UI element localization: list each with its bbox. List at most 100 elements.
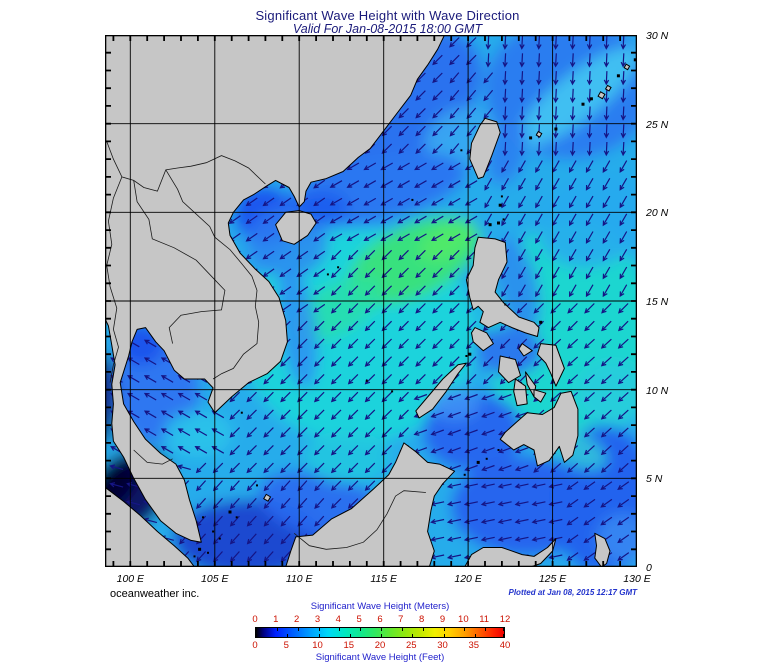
island-dot	[604, 84, 612, 92]
colorbar-tick	[503, 628, 504, 631]
land-polygon	[105, 35, 445, 543]
island-dot	[465, 355, 468, 357]
country-border	[106, 176, 123, 383]
island-dot	[463, 473, 466, 476]
colorbar-value-label: 3	[314, 614, 321, 625]
land-polygon	[533, 389, 547, 403]
island-dot	[476, 460, 480, 464]
colorbar-value-label: 30	[437, 640, 448, 651]
lat-tick-label: 20 N	[646, 207, 669, 220]
page-title: Significant Wave Height with Wave Direct…	[255, 8, 520, 23]
lon-tick-label: 105 E	[201, 573, 229, 585]
island-dot	[633, 58, 637, 62]
island-dot	[198, 547, 202, 551]
colorbar-value-label: 12	[499, 614, 511, 625]
colorbar-tick	[464, 628, 466, 631]
oceanweather-credit: oceanweather inc.	[110, 588, 200, 600]
island-dot	[468, 352, 472, 356]
colorbar-title-meters: Significant Wave Height (Meters)	[310, 601, 450, 612]
land-polygon	[105, 486, 195, 567]
land-polygon	[471, 327, 494, 352]
lon-tick-label: 120 E	[454, 573, 482, 585]
island-dot	[337, 266, 340, 269]
island-dot	[263, 493, 272, 502]
colorbar-value-label: 10	[458, 614, 469, 625]
island-dot	[554, 127, 558, 131]
colorbar-value-label: 20	[374, 640, 386, 651]
colorbar-value-label: 25	[405, 640, 417, 651]
lat-tick-label: 10 N	[646, 384, 669, 397]
colorbar-gradient	[255, 627, 505, 638]
colorbar-tick	[474, 634, 476, 637]
lon-tick-label: 110 E	[285, 573, 313, 585]
island-dot	[460, 149, 463, 152]
land-polygon	[536, 343, 565, 387]
colorbar-tick	[339, 628, 341, 631]
colorbar-tick	[349, 634, 351, 637]
colorbar-value-label: 0	[252, 614, 258, 625]
colorbar-value-label: 6	[377, 614, 383, 625]
island-dot	[218, 537, 221, 540]
island-dot	[485, 457, 488, 460]
colorbar-value-label: 15	[343, 640, 355, 651]
island-dot	[497, 221, 500, 225]
colorbar-value-label: 40	[499, 640, 511, 651]
country-border	[133, 180, 226, 344]
colorbar-tick	[318, 634, 320, 637]
colorbar-value-label: 11	[479, 614, 490, 625]
land-polygon	[518, 343, 533, 357]
lat-tick-label: 0	[646, 562, 652, 574]
island-dot	[240, 411, 243, 414]
colorbar-value-label: 4	[335, 614, 341, 625]
plotted-timestamp: Plotted at Jan 08, 2015 12:17 GMT	[508, 588, 638, 597]
island-dot	[581, 102, 585, 106]
colorbar-tick	[485, 628, 487, 631]
island-dot	[411, 198, 414, 201]
colorbar-tick	[401, 628, 403, 631]
land-polygon	[275, 210, 317, 245]
land-polygon	[464, 538, 557, 567]
land-polygon	[465, 236, 540, 337]
lon-tick-label: 125 E	[538, 573, 567, 585]
island-dot	[504, 303, 507, 306]
colorbar-value-label: 9	[439, 614, 446, 625]
land-polygon	[415, 362, 467, 419]
land-polygon	[498, 355, 521, 384]
island-dot	[228, 510, 232, 514]
colorbar-tick	[443, 634, 445, 637]
island-dot	[529, 136, 533, 140]
island-dot	[623, 63, 631, 71]
valid-time-subtitle: Valid For Jan-08-2015 18:00 GMT	[292, 22, 483, 36]
island-dot	[539, 320, 543, 324]
lon-tick-label: 100 E	[116, 573, 145, 585]
land-polygon	[499, 390, 579, 467]
island-dot	[235, 516, 238, 519]
graticule-grid	[105, 35, 637, 567]
island-dot	[365, 379, 368, 382]
colorbar-value-label: 5	[283, 640, 289, 651]
land-polygon	[285, 442, 456, 567]
country-border	[106, 141, 266, 192]
island-dot	[616, 74, 620, 78]
island-dot	[207, 551, 209, 554]
colorbar-value-label: 1	[273, 614, 279, 625]
colorbar-value-label: 35	[468, 640, 480, 651]
colorbar-tick	[360, 628, 362, 631]
island-dot	[497, 449, 500, 451]
country-border	[133, 449, 173, 465]
colorbar-tick	[256, 634, 257, 637]
island-dot	[193, 555, 196, 558]
colorbar-value-label: 10	[312, 640, 323, 651]
colorbar-tick	[412, 634, 414, 637]
colorbar-value-label: 5	[356, 614, 362, 625]
land-polygon	[469, 117, 501, 180]
island-dot	[212, 530, 215, 533]
colorbar-tick	[381, 634, 382, 637]
colorbar-tick	[276, 628, 278, 631]
colorbar-tick	[256, 628, 257, 631]
island-dot	[535, 130, 543, 138]
colorbar-value-label: 2	[294, 614, 300, 625]
colorbar-tick	[287, 634, 289, 637]
